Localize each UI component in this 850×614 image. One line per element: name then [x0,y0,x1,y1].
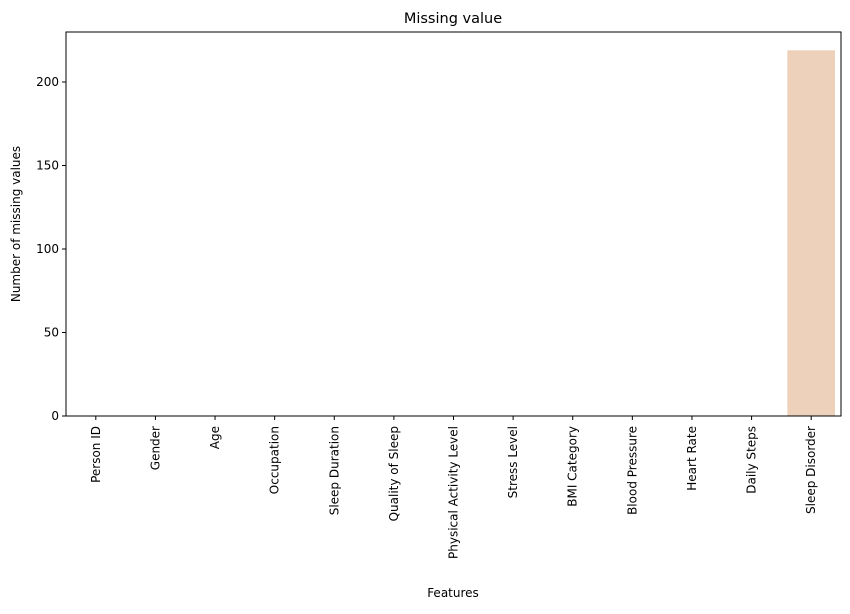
chart-title: Missing value [404,11,502,27]
y-tick-label: 200 [36,75,59,89]
y-tick-label: 50 [44,326,59,340]
x-axis: Person ID Gender Age Occupation Sleep Durati… [89,416,818,559]
x-tick-label: Quality of Sleep [387,426,401,521]
y-tick-label: 150 [36,159,59,173]
y-tick-label: 0 [51,409,59,423]
y-axis: 0 50 100 150 200 [36,75,66,423]
x-tick-label: Occupation [268,426,282,494]
x-tick-label: Sleep Disorder [804,426,818,514]
x-tick-label: Age [208,426,222,449]
x-tick-label: Daily Steps [745,426,759,494]
x-tick-label: Gender [148,426,162,470]
x-tick-label: Physical Activity Level [447,426,461,559]
x-axis-label: Features [427,586,479,600]
y-tick-label: 100 [36,242,59,256]
x-tick-label: Heart Rate [685,426,699,491]
y-axis-label: Number of missing values [9,146,23,302]
bars-layer [787,50,836,416]
bar-sleep-disorder [787,50,836,416]
x-tick-label: Person ID [89,426,103,483]
x-tick-label: BMI Category [566,426,580,507]
x-tick-label: Sleep Duration [327,426,341,515]
plot-frame [65,31,842,417]
x-tick-label: Stress Level [506,426,520,498]
x-tick-label: Blood Pressure [625,426,639,515]
